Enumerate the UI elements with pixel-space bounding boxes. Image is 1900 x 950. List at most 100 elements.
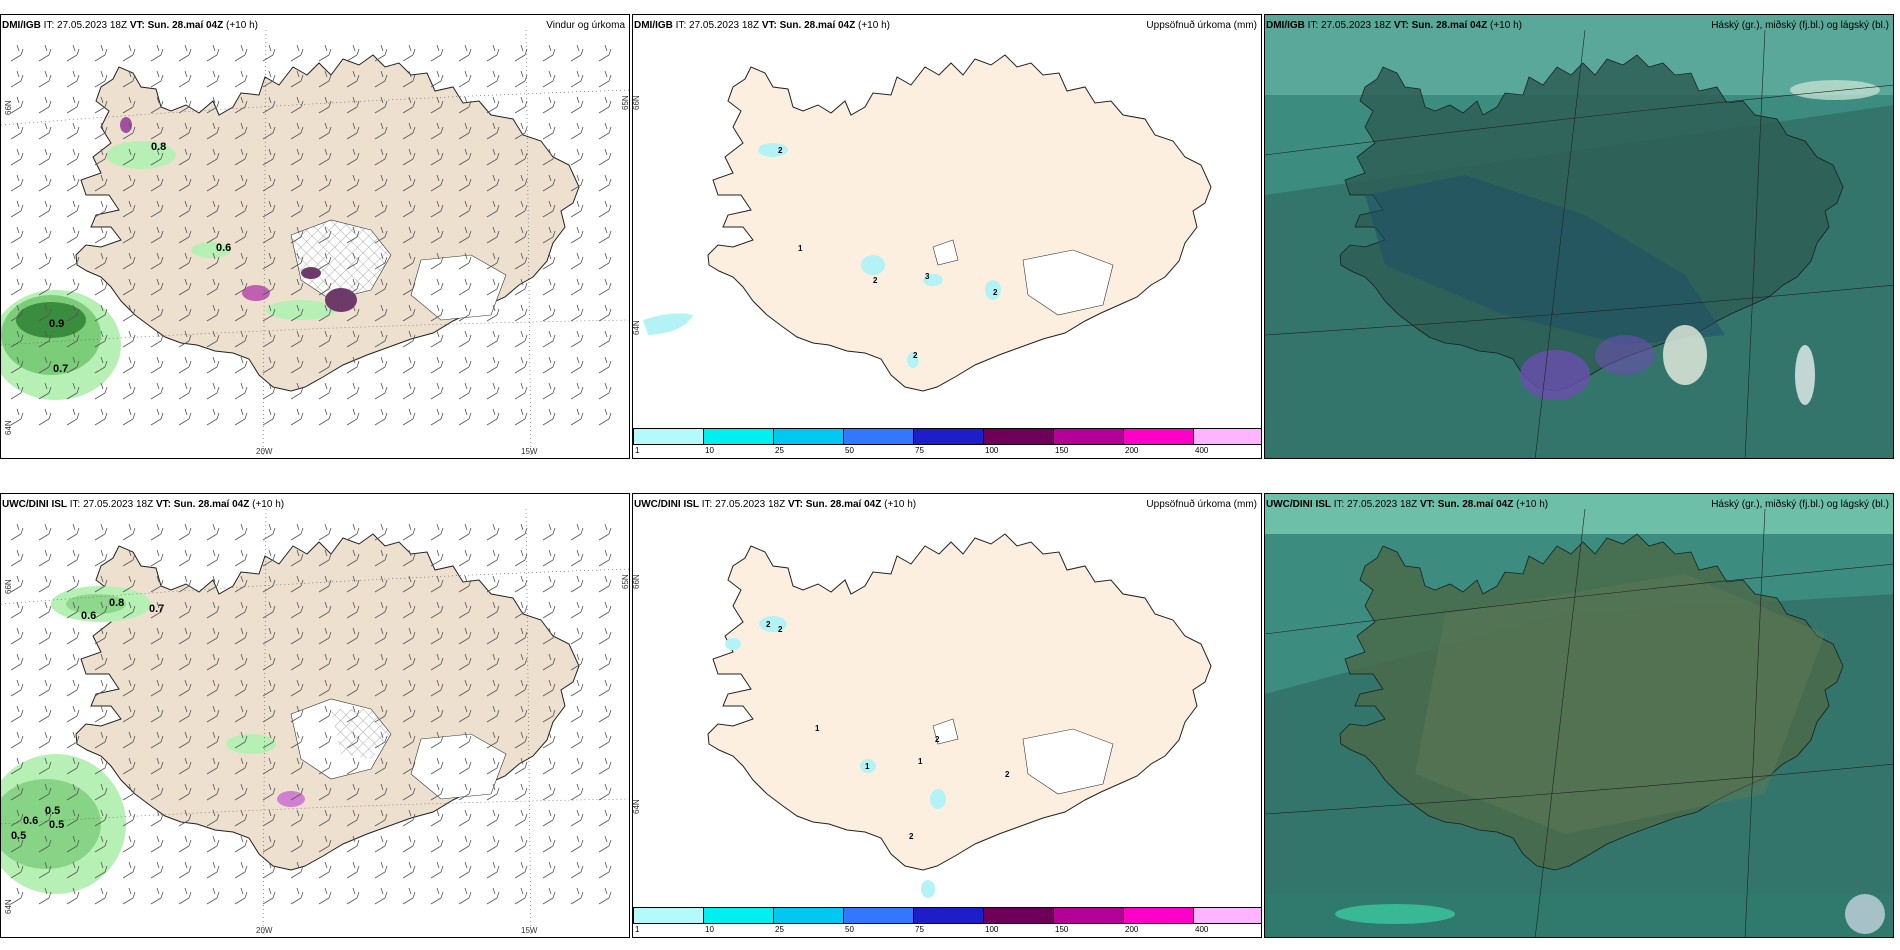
wind-barb [10,70,24,88]
it-label: IT: [69,499,81,510]
wind-barb [402,226,416,244]
wind-barb [122,304,136,322]
lon-tick: 15W [521,926,538,935]
wind-barb [514,575,528,593]
wind-barb [318,278,332,296]
wind-barb [402,96,416,114]
wind-barb [318,122,332,140]
wind-barb [430,408,444,426]
wind-barb [318,200,332,218]
colorbar-swatch [1193,907,1261,924]
wind-barb [346,96,360,114]
wind-barb [178,44,192,62]
wind-barb [94,226,108,244]
wind-barb [486,679,500,697]
wind-barb [66,679,80,697]
wind-barb [402,122,416,140]
wind-barb [122,627,136,645]
wind-barb [66,96,80,114]
colorbar-label: 150 [1055,925,1069,934]
contour-value: 0.6 [81,610,96,622]
wind-barb [458,382,472,400]
wind-barb [10,523,24,541]
wind-barb [234,226,248,244]
lon-tick: 20W [256,926,273,935]
wind-barb [430,523,444,541]
wind-barb [458,705,472,723]
panel-title: Háský (gr.), miðský (fj.bl.) og lágský (… [1711,20,1889,31]
wind-barb [94,887,108,905]
wind-barb [66,226,80,244]
wind-barb [94,382,108,400]
wind-barb [430,44,444,62]
wind-barb [10,783,24,801]
wind-barb [402,523,416,541]
wind-barb [346,523,360,541]
wind-barb [66,549,80,567]
wind-barb [542,679,556,697]
wind-barb [318,382,332,400]
wind-barb [66,653,80,671]
colorbar-swatch [913,907,984,924]
wind-barb [206,809,220,827]
wind-barb [598,304,612,322]
wind-barb [66,382,80,400]
wind-barb [346,122,360,140]
wind-barb [346,148,360,166]
wind-barb [542,601,556,619]
wind-barb [542,783,556,801]
wind-barb [318,44,332,62]
wind-barb [94,757,108,775]
wind-barb [458,200,472,218]
wind-barb [38,861,52,879]
wind-barb [570,382,584,400]
wind-barb [10,575,24,593]
wind-barb [598,705,612,723]
lat-tick: 66N [4,579,13,594]
wind-barb [570,705,584,723]
wind-barb [262,408,276,426]
wind-barb [514,679,528,697]
wind-barb [10,861,24,879]
wind-barb [374,861,388,879]
wind-barb [318,549,332,567]
wind-barb [374,887,388,905]
panel-accum-precip-dmi: 2 1 2 3 2 2 DMI/IGB IT: 27.05.2023 18Z V… [632,14,1262,459]
wind-barb [318,861,332,879]
wind-barb [318,731,332,749]
colorbar-swatch [983,428,1054,445]
wind-barb [570,809,584,827]
wind-barb [374,523,388,541]
wind-barb [514,809,528,827]
wind-barb [430,575,444,593]
wind-barb [122,96,136,114]
wind-barb [206,122,220,140]
wind-barb [542,96,556,114]
wind-barb [234,96,248,114]
wind-barb [290,835,304,853]
accum-value: 1 [918,757,923,766]
accum-value: 2 [766,620,771,629]
wind-barb [94,835,108,853]
wind-barb [458,601,472,619]
colorbar-swatch [913,428,984,445]
wind-barb [598,757,612,775]
wind-barb [234,278,248,296]
wind-barb [598,226,612,244]
wind-barb [570,174,584,192]
wind-barb [234,549,248,567]
wind-barb [38,382,52,400]
wind-barb [598,200,612,218]
wind-barb [66,757,80,775]
wind-barb [542,200,556,218]
wind-barb [486,382,500,400]
vt-value: Sun. 28.maí 04Z [805,499,882,510]
wind-barb [430,70,444,88]
wind-barb [374,330,388,348]
wind-barb [402,356,416,374]
wind-barb [234,44,248,62]
wind-barb [94,809,108,827]
wind-barb [430,304,444,322]
wind-barb [38,835,52,853]
wind-barb [94,679,108,697]
